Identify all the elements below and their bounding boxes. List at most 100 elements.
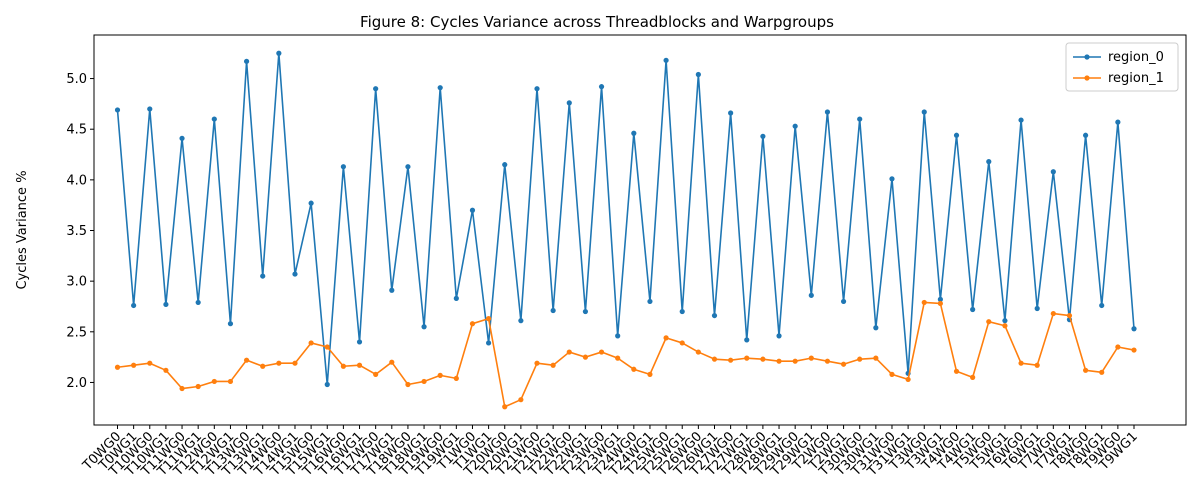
data-point: [631, 130, 637, 136]
data-point: [292, 360, 298, 366]
data-point: [1002, 323, 1008, 329]
y-tick-label: 2.0: [66, 376, 87, 391]
data-point: [518, 318, 524, 324]
data-point: [550, 362, 556, 368]
data-point: [873, 355, 879, 361]
data-point: [566, 349, 572, 355]
plot-area-frame: [93, 34, 1187, 426]
data-point: [195, 299, 201, 306]
data-point: [953, 368, 960, 374]
data-point: [356, 362, 363, 368]
data-point: [324, 381, 330, 388]
data-point: [1115, 119, 1121, 125]
data-point: [405, 381, 411, 388]
data-point: [276, 360, 282, 366]
y-axis-label: Cycles Variance %: [15, 170, 30, 289]
data-point: [211, 116, 217, 122]
data-point: [1050, 310, 1056, 317]
y-tick-label: 4.5: [66, 123, 87, 138]
data-point: [163, 367, 169, 373]
data-point: [695, 71, 701, 78]
data-point: [308, 340, 314, 346]
data-point: [744, 337, 750, 343]
data-point: [1099, 302, 1105, 309]
data-point: [760, 356, 766, 362]
data-point: [647, 298, 653, 305]
data-point: [227, 321, 234, 327]
data-point: [582, 308, 589, 315]
data-point: [1066, 312, 1073, 319]
data-point: [276, 50, 282, 56]
data-point: [776, 333, 782, 339]
series-region-1: [114, 299, 1137, 410]
data-point: [1002, 318, 1008, 324]
data-point: [1131, 326, 1137, 332]
data-point: [663, 335, 669, 341]
data-point: [824, 358, 831, 364]
data-point: [292, 271, 298, 277]
data-point: [243, 58, 250, 64]
data-point: [1034, 305, 1040, 312]
data-point: [679, 340, 685, 346]
data-point: [356, 339, 363, 345]
data-point: [744, 355, 750, 361]
data-point: [760, 133, 766, 139]
data-point: [308, 200, 314, 206]
data-point: [373, 86, 379, 92]
data-point: [598, 349, 605, 355]
data-point: [114, 364, 121, 370]
data-point: [986, 319, 992, 325]
series-line: [116, 52, 1135, 386]
y-tick-label: 4.0: [66, 173, 87, 188]
data-point: [840, 298, 847, 305]
data-point: [970, 306, 976, 313]
data-point: [1115, 344, 1121, 350]
data-point: [889, 176, 895, 182]
data-point: [260, 273, 266, 279]
data-point: [937, 296, 943, 302]
y-tick-label: 2.5: [66, 325, 87, 340]
data-point: [486, 316, 492, 322]
data-point: [728, 357, 734, 363]
data-point: [1034, 362, 1040, 368]
data-point: [147, 360, 153, 366]
series-line: [117, 301, 1135, 408]
data-point: [437, 372, 443, 378]
data-point: [808, 355, 814, 361]
data-point: [227, 378, 234, 385]
data-point: [502, 404, 508, 410]
data-point: [711, 312, 718, 319]
data-point: [711, 356, 718, 362]
data-point: [663, 57, 669, 63]
data-point: [889, 371, 895, 377]
series-layer: [114, 50, 1137, 410]
data-point: [1050, 169, 1056, 175]
data-point: [195, 383, 201, 390]
data-point: [389, 359, 395, 365]
legend: region_0 region_1: [1065, 42, 1179, 92]
data-point: [986, 159, 992, 165]
data-point: [163, 301, 169, 308]
data-point: [824, 109, 831, 115]
data-point: [840, 361, 847, 367]
data-point: [792, 123, 798, 129]
data-point: [131, 362, 137, 368]
data-point: [1018, 117, 1024, 123]
data-point: [953, 132, 960, 138]
data-point: [1082, 132, 1089, 138]
x-axis: T0WG0T0WG1T10WG0T10WG1T11WG0T11WG1T12WG0…: [79, 425, 1141, 480]
data-point: [324, 344, 330, 350]
data-point: [260, 363, 266, 369]
data-point: [679, 308, 685, 315]
data-point: [179, 135, 185, 141]
data-point: [1099, 369, 1105, 375]
data-point: [469, 321, 476, 327]
legend-frame: [1065, 42, 1179, 92]
legend-marker-region-0: [1084, 54, 1090, 60]
data-point: [534, 86, 540, 92]
legend-marker-region-1: [1084, 75, 1090, 81]
data-point: [243, 357, 250, 363]
data-point: [921, 109, 927, 115]
data-point: [550, 307, 556, 314]
